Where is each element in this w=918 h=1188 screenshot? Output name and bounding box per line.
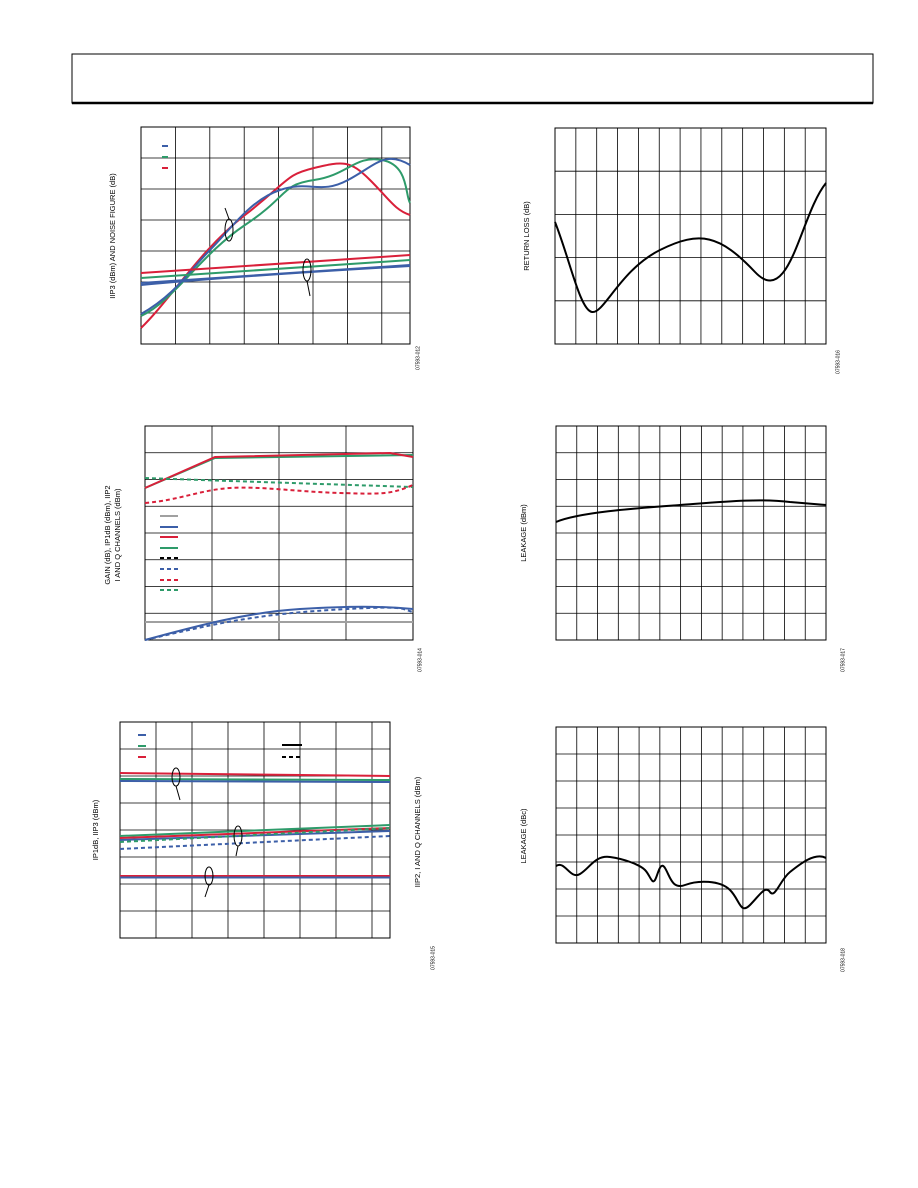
curve — [144, 605, 414, 641]
grids — [119, 126, 827, 944]
curve — [140, 158, 411, 317]
curve — [119, 778, 391, 781]
annotation — [175, 785, 181, 801]
curve — [140, 265, 411, 286]
curve — [140, 162, 411, 329]
y-axis-label: GAIN (dB), IP1dB (dBm), IIP2 — [103, 485, 112, 584]
figure-1-curves — [140, 145, 411, 329]
curve — [140, 254, 411, 274]
figure-id: 07593-014 — [417, 648, 423, 672]
curve — [119, 835, 391, 850]
curve — [119, 772, 391, 777]
plot-frame — [555, 425, 827, 641]
curve — [119, 824, 391, 837]
y2-axis-label: IIP2, I AND Q CHANNELS (dBm) — [413, 776, 422, 887]
curve — [144, 484, 414, 504]
y-axis-label: LEAKAGE (dBc) — [519, 808, 528, 864]
curve — [119, 780, 391, 783]
annotation — [171, 767, 181, 787]
plot-frame — [119, 721, 391, 939]
curve — [144, 606, 414, 641]
figure-id: 07593-012 — [415, 346, 421, 370]
header-box — [71, 53, 874, 104]
figure-id: 07593-015 — [430, 946, 436, 970]
plot-frame — [144, 425, 414, 641]
plot-frame — [555, 726, 827, 944]
figure-id: 07593-018 — [840, 948, 846, 972]
curve — [554, 182, 827, 313]
plot-frame — [554, 127, 827, 345]
curve — [555, 499, 827, 523]
figure-id: 07593-017 — [840, 648, 846, 672]
figure-id: 07593-016 — [835, 350, 841, 374]
annotation — [306, 280, 311, 297]
figure-5-curves — [119, 734, 391, 898]
y-axis-label: IP1dB, IIP3 (dBm) — [91, 799, 100, 860]
plot-frame — [140, 126, 411, 345]
y-axis-label: LEAKAGE (dBm) — [519, 504, 528, 562]
curve — [144, 477, 414, 488]
curve — [119, 827, 391, 843]
curve — [140, 157, 411, 315]
curve — [140, 259, 411, 279]
annotation — [235, 845, 239, 857]
y-axis-label: I AND Q CHANNELS (dBm) — [113, 488, 122, 581]
annotation — [224, 207, 230, 220]
y-axis-label: RETURN LOSS (dB) — [522, 201, 531, 271]
figure-3-curves — [144, 451, 414, 641]
y-axis-label: IIP3 (dBm) AND NOISE FIGURE (dB) — [108, 173, 117, 299]
curve — [144, 451, 414, 489]
annotation — [204, 884, 210, 898]
curve — [555, 855, 827, 910]
